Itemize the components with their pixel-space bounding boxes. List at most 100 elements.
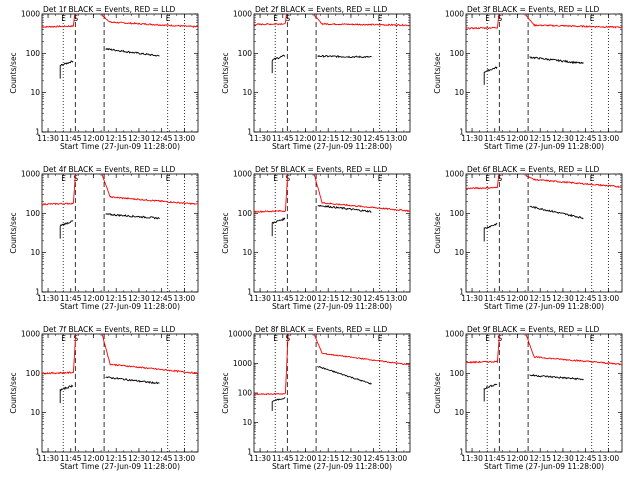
x-tick-label: 12:15 [529,294,551,303]
x-tick-label: 11:30 [461,294,483,303]
x-tick-label: 12:45 [151,134,173,143]
panel-2: Det 2f BLACK = Events, RED = LLD 1 10 100 10… [221,5,411,151]
lld-trace [42,174,198,206]
plot-frame [465,173,623,293]
x-tick-label: 12:30 [552,454,574,463]
events-trace [483,383,498,402]
time-marker-label: E [485,334,490,343]
y-tick-label: 1000 [445,10,464,19]
x-tick-label: 12:30 [552,294,574,303]
x-tick-label: 11:45 [272,294,294,303]
time-marker-label: S [497,14,502,23]
y-tick-label: 10 [454,248,464,257]
y-tick-label: 1 [247,128,252,137]
x-tick-label: 12:30 [552,134,574,143]
events-trace [483,222,498,242]
y-tick-label: 100 [238,389,253,398]
x-tick-label: 11:45 [60,294,82,303]
y-tick-label: 1000 [233,170,252,179]
x-axis-label: Start Time (27-Jun-09 11:28:00) [484,142,604,151]
x-tick-label: 13:00 [386,294,408,303]
panel-title: Det 9f BLACK = Events, RED = LLD [467,325,600,334]
x-tick-label: 12:30 [128,294,150,303]
trace-group [42,14,198,79]
x-tick-label: 11:30 [461,454,483,463]
events-trace [529,56,584,65]
lld-trace [42,334,198,375]
events-trace [529,373,584,381]
time-marker-label: E [590,174,595,183]
x-tick-label: 12:15 [105,294,127,303]
lld-trace [466,174,622,190]
x-tick-label: 11:30 [37,294,59,303]
x-tick-label: 11:45 [60,454,82,463]
y-tick-label: 100 [26,49,41,58]
y-tick-label: 100 [450,369,465,378]
events-trace [317,204,372,213]
trace-group [466,174,622,242]
x-tick-label: 12:30 [128,454,150,463]
panel-6: Det 6f BLACK = Events, RED = LLD 1 10 100 10… [433,165,623,311]
panel-title: Det 3f BLACK = Events, RED = LLD [467,5,600,14]
time-marker-label: S [73,14,78,23]
y-tick-label: 10 [454,88,464,97]
lld-trace [42,14,198,29]
y-tick-label: 10 [30,248,40,257]
time-marker-label: E [61,174,66,183]
x-tick-label: 12:45 [575,294,597,303]
events-trace [317,365,372,385]
x-axis-label: Start Time (27-Jun-09 11:28:00) [60,302,180,311]
events-trace [59,384,74,404]
x-tick-label: 11:30 [249,294,271,303]
plot-frame [253,333,411,453]
plot-frame [465,333,623,453]
x-tick-label: 12:45 [151,454,173,463]
y-tick-label: 1 [459,128,464,137]
x-tick-label: 12:00 [295,454,317,463]
time-marker-label: S [285,14,290,23]
y-tick-label: 10 [242,248,252,257]
y-tick-label: 1 [247,448,252,457]
x-tick-label: 11:30 [249,454,271,463]
trace-group [254,334,410,411]
panel-title: Det 5f BLACK = Events, RED = LLD [255,165,388,174]
time-marker-label: E [166,14,171,23]
time-marker-label: E [485,14,490,23]
trace-group [254,14,410,74]
x-axis-label: Start Time (27-Jun-09 11:28:00) [60,142,180,151]
y-tick-label: 100 [26,209,41,218]
x-tick-label: 11:45 [272,454,294,463]
time-marker-label: E [61,334,66,343]
x-tick-label: 11:30 [37,454,59,463]
x-tick-label: 12:00 [83,454,105,463]
plot-frame [41,13,199,133]
y-tick-label: 100 [238,49,253,58]
trace-group [42,334,198,404]
lld-trace [254,14,410,27]
time-marker-label: E [166,174,171,183]
events-trace [105,213,160,220]
events-trace [59,220,74,239]
x-tick-label: 12:15 [317,134,339,143]
x-tick-label: 11:30 [37,134,59,143]
y-tick-label: 10 [30,408,40,417]
y-axis-label: Counts/sec [221,372,230,413]
events-trace [59,60,74,79]
x-tick-label: 13:00 [174,454,196,463]
x-tick-label: 11:45 [60,134,82,143]
panel-1: Det 1f BLACK = Events, RED = LLD 1 10 100 10… [9,5,199,151]
time-marker-label: S [497,174,502,183]
x-tick-label: 12:00 [83,294,105,303]
y-tick-label: 1000 [445,330,464,339]
y-tick-label: 100 [450,49,465,58]
x-tick-label: 13:00 [174,134,196,143]
panel-8: Det 8f BLACK = Events, RED = LLD 1 10 100 10… [221,325,411,471]
x-tick-label: 13:00 [598,454,620,463]
events-trace [317,54,372,59]
x-tick-label: 12:45 [363,454,385,463]
time-marker-label: E [590,334,595,343]
panel-3: Det 3f BLACK = Events, RED = LLD 1 10 100 10… [433,5,623,151]
x-tick-label: 12:15 [317,454,339,463]
y-axis-label: Counts/sec [221,212,230,253]
